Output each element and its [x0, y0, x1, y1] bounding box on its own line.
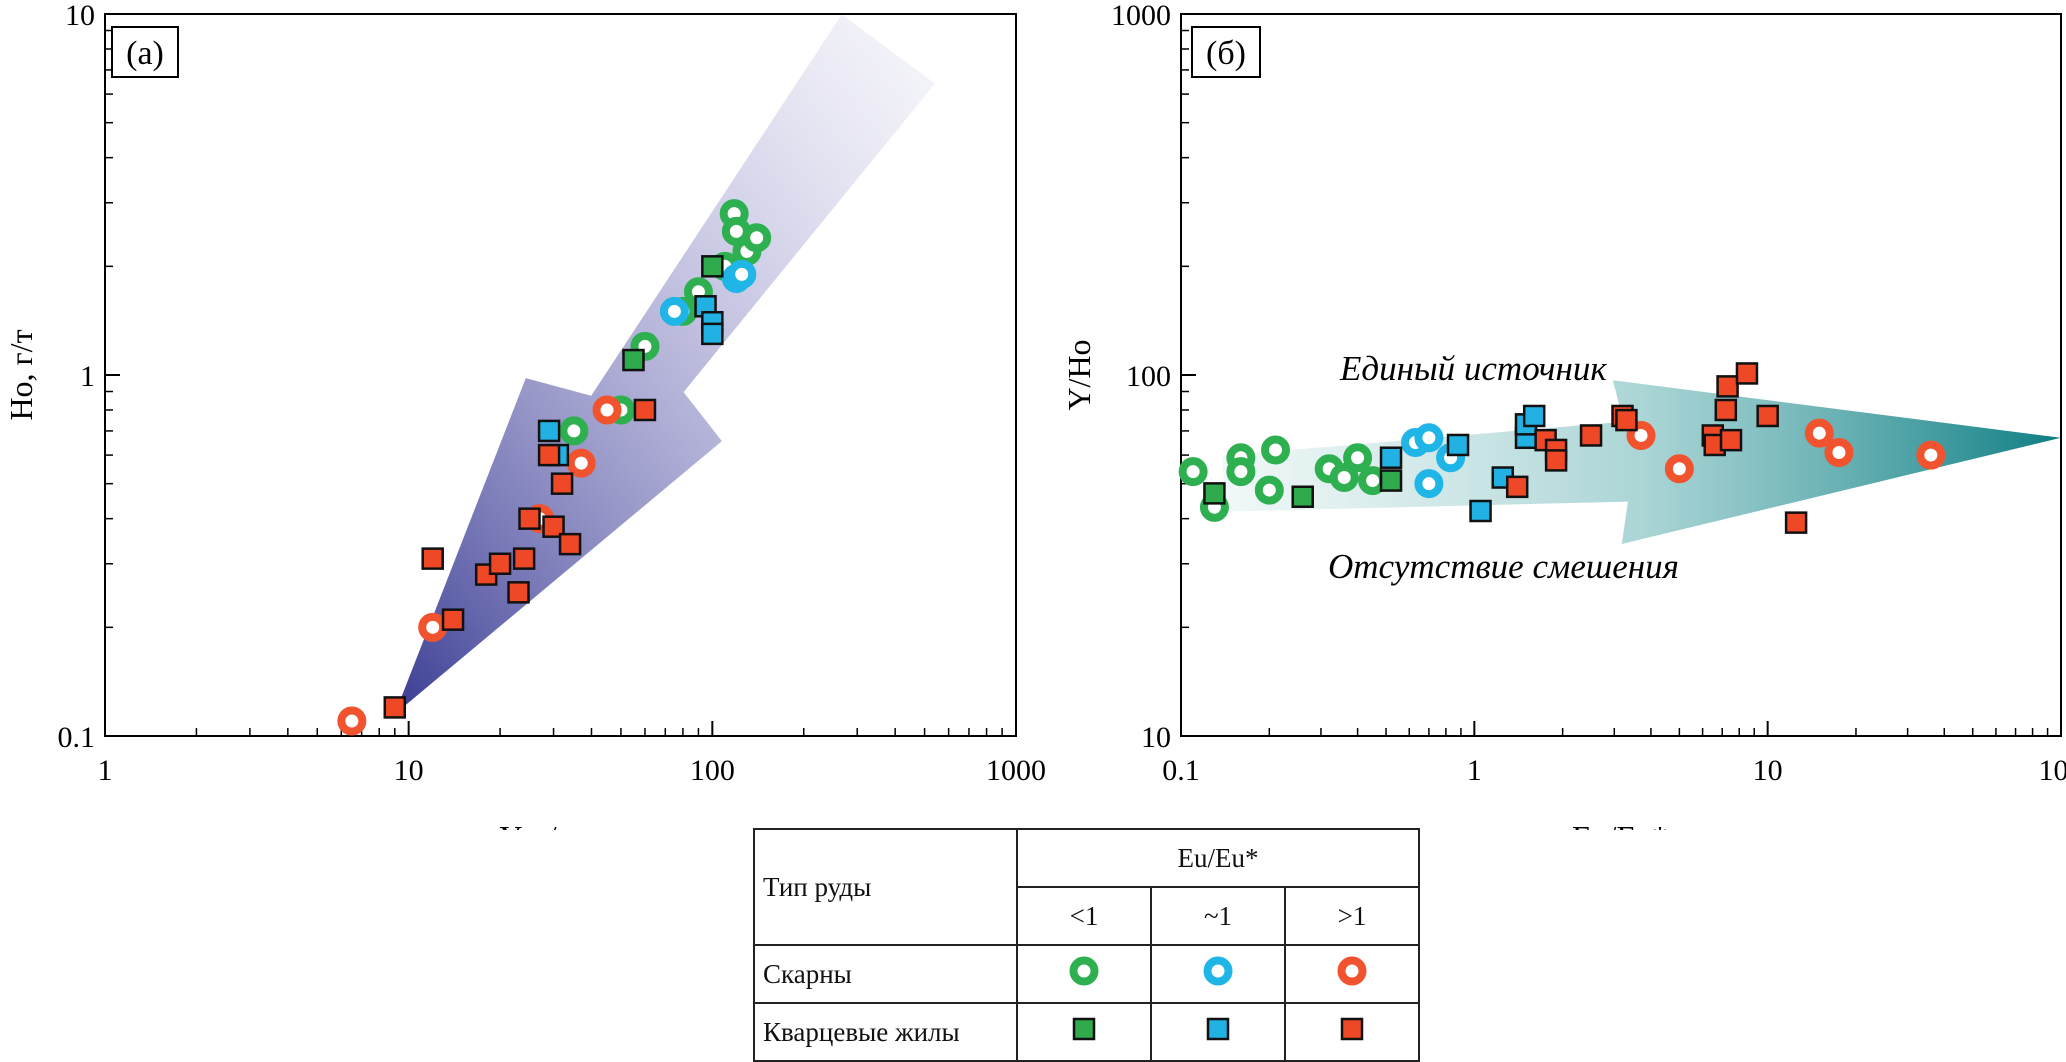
y-tick-label: 1000	[1111, 0, 1171, 32]
square-marker-vein_lt1	[1204, 483, 1224, 503]
square-marker-vein_gt1	[560, 534, 580, 554]
legend-class-lt1: <1	[1017, 887, 1151, 945]
legend-ring-blue-icon	[1202, 955, 1234, 994]
ring-marker-skarn_lt1	[1259, 480, 1280, 501]
y-axis-label-b: Y/Ho	[1061, 339, 1097, 410]
square-marker-vein_gt1	[539, 445, 559, 465]
square-marker-vein_approx1	[702, 324, 722, 344]
ring-marker-skarn_lt1	[1183, 461, 1204, 482]
x-tick-label: 100	[690, 754, 735, 787]
legend-class-approx1: ~1	[1151, 887, 1285, 945]
y-tick-label: 0.1	[58, 721, 96, 754]
data-points-b	[1183, 363, 1942, 532]
square-marker-vein_gt1	[1737, 363, 1757, 383]
y-tick-label: 10	[1141, 721, 1171, 754]
square-marker-vein_gt1	[1721, 430, 1741, 450]
square-marker-vein_gt1	[1718, 376, 1738, 396]
square-marker-vein_gt1	[1616, 410, 1636, 430]
ring-marker-skarn_lt1	[1230, 461, 1251, 482]
square-marker-vein_lt1	[702, 256, 722, 276]
x-tick-label: 0.1	[1162, 754, 1200, 787]
square-marker-vein_gt1	[1546, 450, 1566, 470]
square-marker-vein_gt1	[490, 554, 510, 574]
ring-marker-skarn_approx1	[664, 301, 685, 322]
square-marker-vein_gt1	[1786, 513, 1806, 533]
y-axis-label-a: Ho, г/т	[3, 329, 39, 420]
ring-marker-skarn_gt1	[422, 617, 443, 638]
legend-ring-red-icon	[1336, 955, 1368, 994]
square-marker-vein_gt1	[514, 549, 534, 569]
annotation-single-source: Единый источник	[1339, 349, 1607, 388]
y-tick-label: 10	[65, 0, 95, 32]
x-tick-label: 10	[394, 754, 424, 787]
panel-label-b: (б)	[1206, 35, 1246, 72]
legend-class-gt1: >1	[1285, 887, 1419, 945]
ring-marker-skarn_gt1	[597, 399, 618, 420]
trend-arrow-shape-a	[395, 14, 935, 714]
trend-arrow-a	[395, 14, 935, 714]
legend-ring-green-icon	[1068, 955, 1100, 994]
y-tick-label: 100	[1126, 360, 1171, 393]
panel-label-a: (а)	[126, 35, 164, 72]
annotation-no-mixing: Отсутствие смешения	[1328, 547, 1679, 586]
legend-ore-type-header: Тип руды	[754, 829, 1017, 945]
square-marker-vein_gt1	[509, 582, 529, 602]
x-tick-label: 10	[1753, 754, 1783, 787]
ring-marker-skarn_approx1	[731, 264, 752, 285]
square-marker-vein_approx1	[539, 421, 559, 441]
legend-square-green-icon	[1068, 1013, 1100, 1052]
square-marker-vein_gt1	[385, 697, 405, 717]
x-axis-label-a: Y, г/т	[500, 819, 571, 830]
square-marker-vein_gt1	[1507, 477, 1527, 497]
plot-frame-b	[1181, 14, 2061, 736]
square-marker-vein_lt1	[1293, 487, 1313, 507]
square-marker-vein_gt1	[1716, 400, 1736, 420]
square-marker-vein_approx1	[1381, 448, 1401, 468]
ring-marker-skarn_lt1	[1347, 447, 1368, 468]
ring-marker-skarn_gt1	[1920, 445, 1941, 466]
square-marker-vein_gt1	[520, 509, 540, 529]
ring-marker-skarn_gt1	[341, 711, 362, 732]
square-marker-vein_lt1	[623, 350, 643, 370]
x-tick-label: 1	[1467, 754, 1482, 787]
square-marker-vein_gt1	[1581, 425, 1601, 445]
ring-marker-skarn_gt1	[1809, 423, 1830, 444]
square-marker-vein_gt1	[1758, 406, 1778, 426]
ring-marker-skarn_gt1	[1828, 442, 1849, 463]
square-marker-vein_gt1	[443, 610, 463, 630]
legend-table: Тип руды Eu/Eu* <1 ~1 >1 Скарны Кварцевы…	[753, 828, 1420, 1062]
ring-marker-skarn_lt1	[746, 227, 767, 248]
x-tick-label: 1	[98, 754, 113, 787]
ring-marker-skarn_lt1	[1265, 439, 1286, 460]
square-marker-vein_approx1	[1471, 501, 1491, 521]
ring-marker-skarn_approx1	[1418, 473, 1439, 494]
x-tick-label: 100	[2039, 754, 2066, 787]
ring-marker-skarn_approx1	[1418, 427, 1439, 448]
legend-square-red-icon	[1336, 1013, 1368, 1052]
legend-row-skarns: Скарны	[754, 945, 1017, 1003]
x-tick-label: 1000	[986, 754, 1046, 787]
square-marker-vein_approx1	[1524, 406, 1544, 426]
square-marker-vein_lt1	[1381, 471, 1401, 491]
chart-panel-b: 0.1 1 10 100 10 100 1000 (б) Единый источник О…	[1061, 0, 2066, 830]
x-axis-label-b: Eu/Eu*	[1572, 819, 1668, 830]
legend-row-quartz-veins: Кварцевые жилы	[754, 1003, 1017, 1061]
legend-square-blue-icon	[1202, 1013, 1234, 1052]
ring-marker-skarn_gt1	[1669, 458, 1690, 479]
axis-ticks-b: 0.1 1 10 100 10 100 1000	[1111, 0, 2066, 787]
square-marker-vein_approx1	[1448, 435, 1468, 455]
y-tick-label: 1	[80, 360, 95, 393]
square-marker-vein_gt1	[423, 549, 443, 569]
legend-eu-header: Eu/Eu*	[1017, 829, 1419, 887]
square-marker-vein_gt1	[635, 400, 655, 420]
square-marker-vein_gt1	[552, 474, 572, 494]
ring-marker-skarn_gt1	[571, 453, 592, 474]
ring-marker-skarn_lt1	[563, 420, 584, 441]
